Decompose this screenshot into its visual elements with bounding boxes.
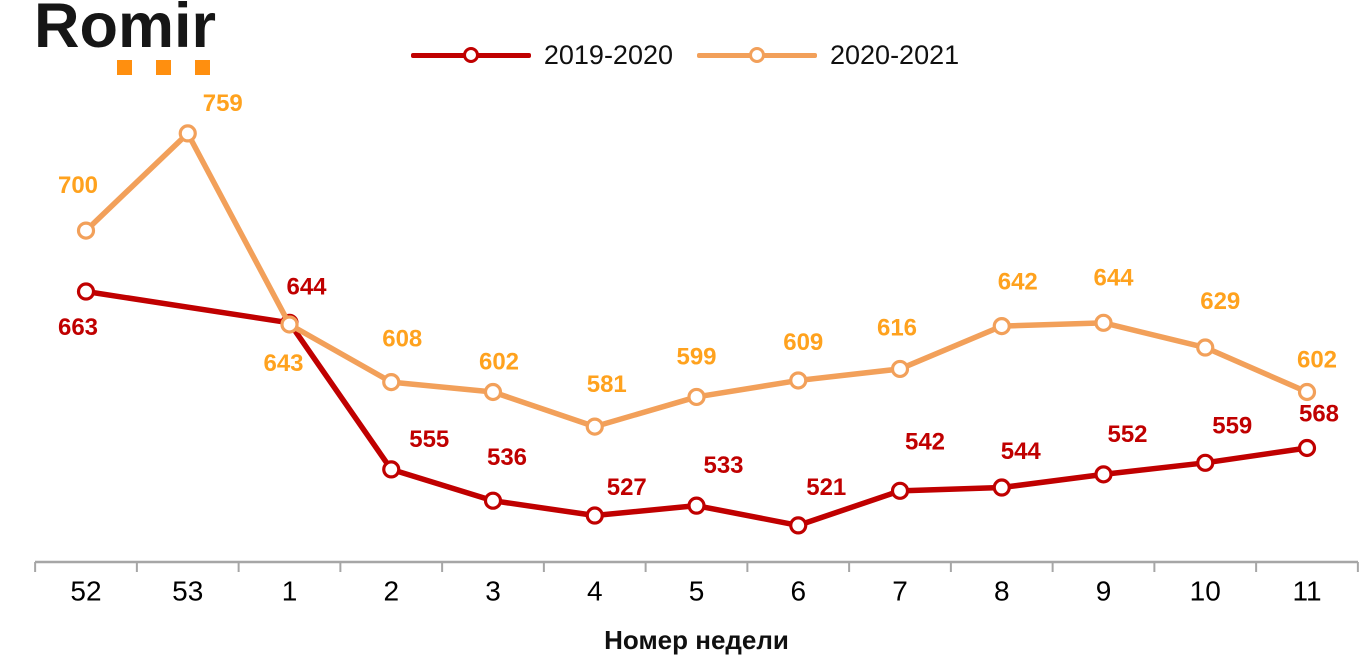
- data-label-2019-2020: 555: [409, 426, 449, 453]
- x-tick-label: 11: [1292, 576, 1321, 607]
- data-point-marker-2019-2020: [382, 460, 401, 479]
- data-point-marker-2019-2020: [687, 496, 706, 515]
- logo-dot-icon: [195, 60, 210, 75]
- data-label-2020-2021: 602: [479, 349, 519, 376]
- data-label-2019-2020: 536: [487, 444, 527, 471]
- romir-logo-dots: [117, 60, 210, 75]
- data-point-marker-2019-2020: [1094, 465, 1113, 484]
- data-point-marker-2020-2021: [483, 382, 503, 402]
- legend-item-2020-2021: 2020-2021: [697, 39, 960, 70]
- data-label-2020-2021: 581: [587, 371, 627, 398]
- data-label-2020-2021: 616: [877, 314, 917, 341]
- data-point-marker-2019-2020: [76, 282, 96, 301]
- legend-circle-marker-icon: [749, 47, 765, 63]
- data-point-marker-2020-2021: [992, 317, 1011, 336]
- data-label-2019-2020: 521: [806, 474, 846, 501]
- data-point-marker-2019-2020: [890, 481, 910, 500]
- data-label-2020-2021: 629: [1200, 288, 1240, 315]
- x-tick-label: 6: [790, 576, 806, 607]
- data-label-2019-2020: 527: [607, 474, 647, 501]
- legend-circle-marker-icon: [462, 47, 479, 63]
- data-label-2020-2021: 643: [263, 350, 303, 377]
- x-axis-title: Номер недели: [604, 625, 789, 655]
- data-point-marker-2020-2021: [1196, 338, 1215, 357]
- data-point-marker-2020-2021: [280, 315, 299, 334]
- data-point-marker-2020-2021: [585, 417, 604, 436]
- legend-label: 2019-2020: [543, 39, 673, 70]
- data-label-2020-2021: 602: [1297, 347, 1337, 374]
- legend-line-swatch-red: [410, 47, 531, 63]
- x-tick-label: 2: [383, 576, 399, 607]
- data-label-2019-2020: 552: [1107, 421, 1147, 448]
- x-tick-label: 10: [1190, 576, 1221, 607]
- data-point-marker-2020-2021: [890, 359, 910, 379]
- x-tick-label: 3: [485, 576, 501, 607]
- data-point-marker-2020-2021: [1297, 382, 1317, 402]
- x-tick-label: 52: [70, 576, 101, 607]
- x-tick-label: 9: [1096, 576, 1112, 607]
- data-point-marker-2019-2020: [789, 516, 808, 535]
- series-line-2019-2020: [83, 288, 1310, 529]
- data-label-2020-2021: 609: [783, 329, 823, 356]
- x-tick-label: 5: [689, 576, 705, 607]
- data-label-2020-2021: 608: [382, 326, 422, 353]
- line-chart: 52 53 1 2 3 4 5 6 7 8 9 10 11 663 644 555 536 527 533 521 54…: [34, 90, 1359, 607]
- romir-logo: Romir: [0, 0, 260, 90]
- data-label-2019-2020: 568: [1299, 401, 1339, 428]
- data-label-2020-2021: 642: [998, 269, 1038, 296]
- data-point-marker-2019-2020: [1297, 438, 1317, 458]
- data-point-marker-2019-2020: [992, 478, 1011, 497]
- legend-line-swatch-orange: [697, 47, 817, 63]
- data-label-2019-2020: 559: [1212, 412, 1252, 439]
- x-tick-label: 4: [587, 576, 603, 607]
- legend-label: 2020-2021: [830, 39, 960, 70]
- romir-logo-text: Romir: [34, 0, 217, 61]
- data-point-marker-2020-2021: [178, 124, 197, 143]
- data-point-marker-2020-2021: [789, 371, 808, 390]
- x-tick-label: 8: [994, 576, 1010, 607]
- x-tick-label: 7: [892, 576, 908, 607]
- data-label-2019-2020: 533: [703, 452, 743, 479]
- data-point-marker-2019-2020: [1196, 453, 1215, 472]
- data-point-marker-2020-2021: [382, 373, 401, 392]
- data-label-2019-2020: 544: [1001, 438, 1042, 465]
- data-point-marker-2020-2021: [76, 221, 96, 240]
- data-point-marker-2019-2020: [483, 491, 503, 510]
- data-label-2020-2021: 599: [676, 343, 716, 370]
- data-label-2019-2020: 663: [58, 314, 98, 341]
- data-point-marker-2020-2021: [1094, 313, 1113, 332]
- data-label-2019-2020: 542: [905, 428, 945, 455]
- data-label-2020-2021: 759: [203, 90, 243, 117]
- data-point-marker-2020-2021: [687, 387, 706, 407]
- x-tick-label: 1: [282, 576, 298, 607]
- chart-legend: 2019-2020 2020-2021: [0, 36, 1370, 74]
- legend-item-2019-2020: 2019-2020: [410, 39, 673, 70]
- data-label-2020-2021: 644: [1093, 264, 1134, 291]
- data-label-2020-2021: 700: [58, 172, 98, 199]
- data-point-marker-2019-2020: [585, 506, 604, 525]
- x-tick-label: 53: [172, 576, 203, 607]
- logo-dot-icon: [117, 60, 132, 75]
- logo-dot-icon: [156, 60, 171, 75]
- data-label-2019-2020: 644: [286, 273, 327, 300]
